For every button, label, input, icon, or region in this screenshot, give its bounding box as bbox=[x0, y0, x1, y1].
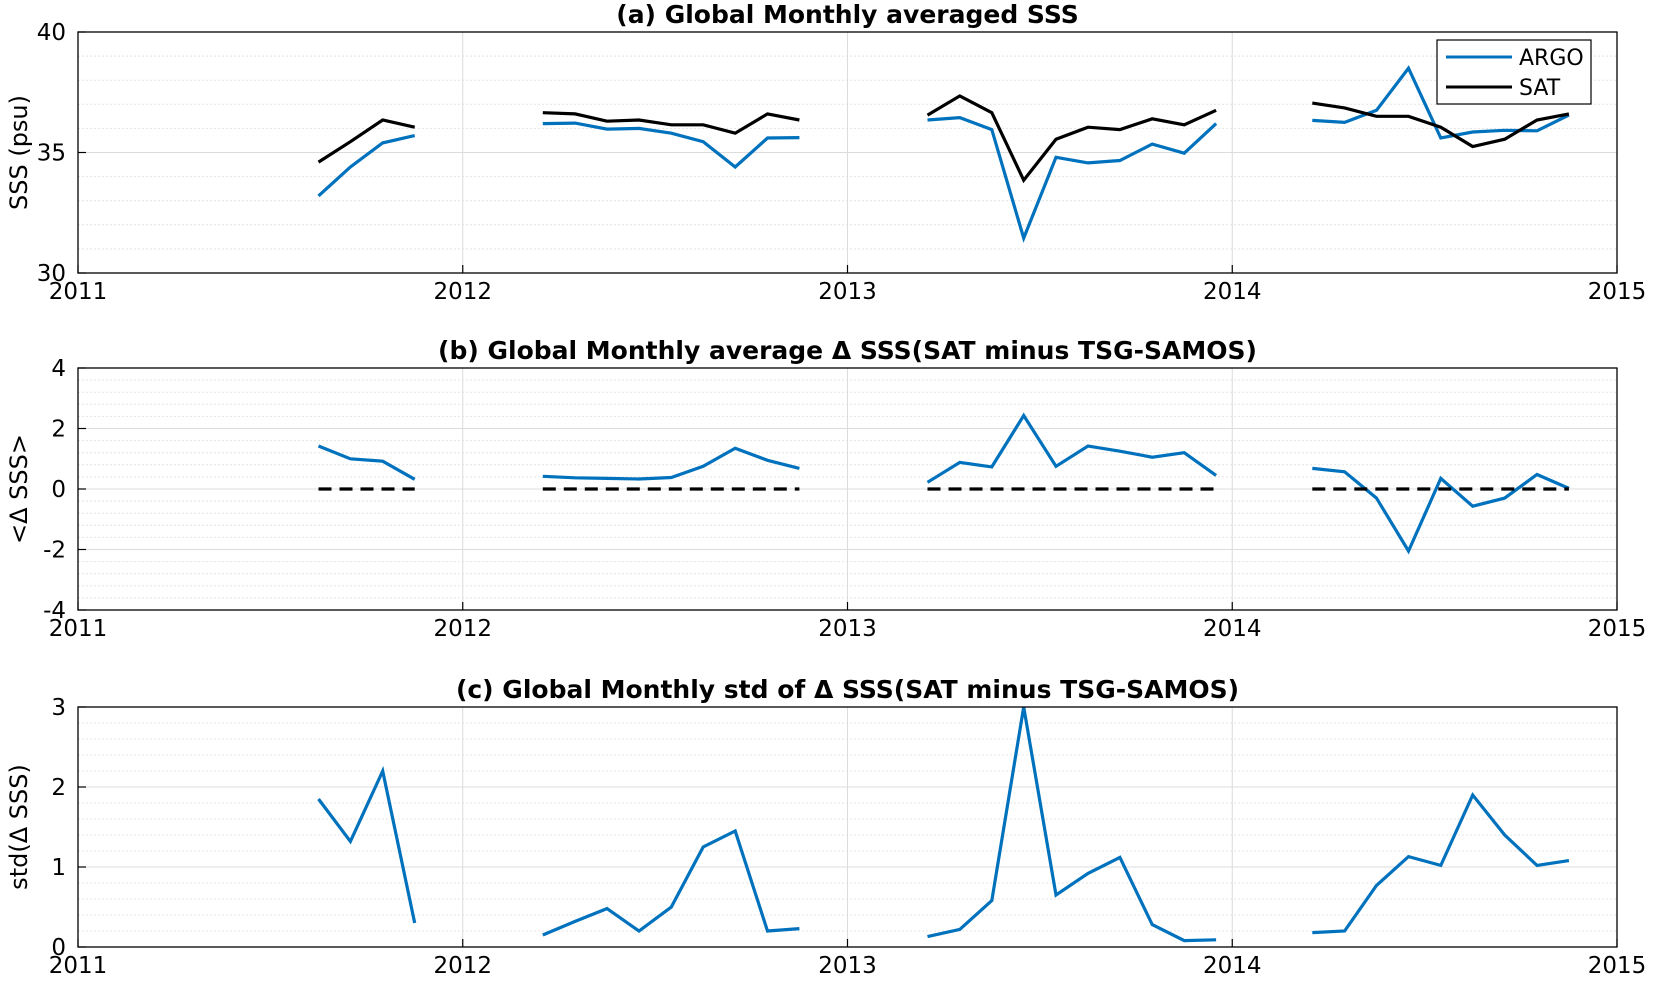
series-line bbox=[1312, 466, 1570, 555]
y-tick-label: 0 bbox=[51, 935, 66, 961]
series-line bbox=[542, 828, 800, 937]
x-tick-label: 2011 bbox=[49, 279, 108, 305]
x-tick-label: 2013 bbox=[818, 279, 877, 305]
x-tick-label: 2015 bbox=[1588, 279, 1647, 305]
series-argo-line bbox=[542, 121, 800, 170]
y-tick-label: 3 bbox=[51, 695, 66, 721]
series-line bbox=[317, 444, 416, 481]
series-line bbox=[1312, 791, 1570, 935]
legend-sat-label: SAT bbox=[1519, 76, 1561, 101]
x-tick-label: 2014 bbox=[1203, 616, 1262, 642]
series-argo-line bbox=[927, 115, 1218, 243]
y-tick-label: 1 bbox=[51, 855, 66, 881]
x-tick-label: 2011 bbox=[49, 616, 108, 642]
x-tick-label: 2013 bbox=[818, 616, 877, 642]
series-line bbox=[927, 706, 1217, 943]
y-tick-label: 40 bbox=[37, 20, 66, 46]
y-tick-label: -2 bbox=[43, 538, 66, 564]
y-tick-label: 2 bbox=[51, 775, 66, 801]
y-tick-label: 2 bbox=[51, 417, 66, 443]
chart-title: (c) Global Monthly std of Δ SSS(SAT minu… bbox=[456, 675, 1239, 704]
chart-title: (a) Global Monthly averaged SSS bbox=[616, 0, 1078, 29]
x-tick-label: 2015 bbox=[1588, 953, 1647, 979]
panel-a: (a) Global Monthly averaged SSS SSS (psu… bbox=[5, 0, 1646, 305]
series-line bbox=[542, 446, 800, 481]
x-tick-label: 2013 bbox=[818, 953, 877, 979]
y-tick-label: 4 bbox=[51, 356, 66, 382]
panel-c: (c) Global Monthly std of Δ SSS(SAT minu… bbox=[5, 675, 1646, 979]
series-sat-line bbox=[1312, 101, 1570, 149]
legend: ARGO SAT bbox=[1436, 39, 1592, 105]
x-tick-label: 2012 bbox=[433, 279, 492, 305]
plot-frame bbox=[77, 31, 1618, 274]
x-tick-label: 2012 bbox=[433, 953, 492, 979]
series-sat-line bbox=[926, 94, 1217, 184]
series-argo-line bbox=[317, 134, 416, 198]
series-argo-line bbox=[1312, 65, 1570, 140]
plot-frame bbox=[77, 367, 1618, 611]
chart-title: (b) Global Monthly average Δ SSS(SAT min… bbox=[438, 336, 1257, 365]
y-axis-label: std(Δ SSS) bbox=[5, 764, 33, 890]
plot-frame bbox=[77, 706, 1618, 948]
y-axis-label: SSS (psu) bbox=[5, 95, 33, 210]
series-line bbox=[317, 765, 417, 924]
legend-box bbox=[1436, 39, 1592, 105]
x-tick-label: 2012 bbox=[433, 616, 492, 642]
x-tick-label: 2015 bbox=[1588, 616, 1647, 642]
x-tick-label: 2014 bbox=[1203, 279, 1262, 305]
panel-b: (b) Global Monthly average Δ SSS(SAT min… bbox=[5, 336, 1646, 642]
y-tick-label: 35 bbox=[37, 141, 66, 167]
x-tick-label: 2011 bbox=[49, 953, 108, 979]
x-tick-label: 2014 bbox=[1203, 953, 1262, 979]
series-sat-line bbox=[542, 111, 800, 135]
y-tick-label: 30 bbox=[37, 261, 66, 287]
series-line bbox=[926, 412, 1218, 484]
series-sat-line bbox=[317, 118, 416, 164]
y-tick-label: -4 bbox=[43, 598, 66, 624]
y-axis-label: <Δ SSS> bbox=[5, 434, 33, 544]
legend-argo-label: ARGO bbox=[1519, 46, 1584, 71]
y-tick-label: 0 bbox=[51, 477, 66, 503]
